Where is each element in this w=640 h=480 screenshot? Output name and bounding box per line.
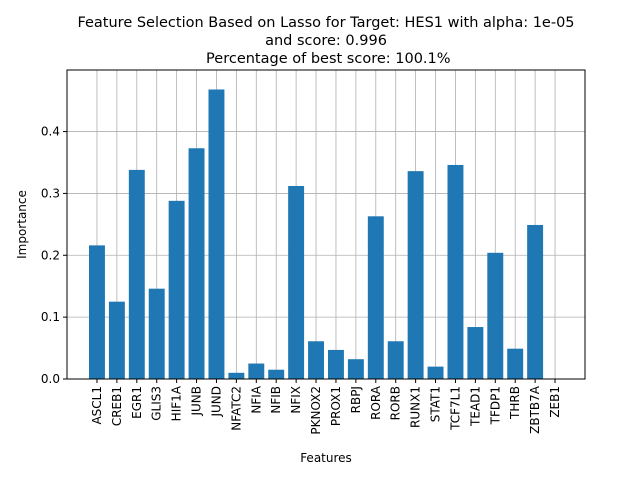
x-tick-label: TFDP1 [488,386,502,425]
x-tick-label: RORB [389,386,403,420]
x-tick-label: TCF7L1 [448,386,462,431]
bar-TFDP1 [487,252,504,379]
bar-JUND [208,89,225,380]
bar-STAT1 [427,366,444,379]
y-axis: 0.0 0.1 0.2 0.3 0.4 [41,125,67,386]
x-tick-label: PROX1 [329,386,343,426]
x-tick-label: NFIB [269,386,283,414]
x-tick-label: NFATC2 [229,386,243,431]
bar-TEAD1 [467,327,484,379]
x-tick-label: NFIX [289,386,303,414]
bar-ZBTB7A [527,224,544,379]
bars [89,89,544,380]
y-axis-label: Importance [15,190,29,259]
x-tick-label: HIF1A [170,385,184,421]
title-line-0: Feature Selection Based on Lasso for Tar… [77,15,574,31]
bar-RORB [387,341,404,379]
bar-TCF7L1 [447,164,464,379]
bar-NFIA [248,363,265,379]
bar-PROX1 [327,349,344,379]
x-tick-label: THRB [508,386,522,420]
bar-ASCL1 [89,245,105,379]
y-tick-label: 0.4 [41,125,60,139]
x-tick-label: RBPJ [349,386,363,413]
x-tick-label: ZEB1 [548,386,562,418]
bar-PKNOX2 [308,341,325,379]
bar-GLIS3 [148,288,165,379]
y-tick-label: 0.3 [41,186,60,200]
x-tick-label: STAT1 [429,386,443,422]
x-tick-label: RORA [369,385,383,420]
x-tick-label: RUNX1 [409,386,423,428]
bar-THRB [507,348,524,379]
bar-HIF1A [168,200,185,379]
y-tick-label: 0.0 [41,372,60,386]
bar-EGR1 [128,169,145,379]
x-tick-label: PKNOX2 [309,386,323,435]
bar-RBPJ [347,359,364,379]
bar-NFIX [288,185,305,379]
bar-NFIB [268,369,285,379]
y-tick-label: 0.1 [41,310,60,324]
bar-RUNX1 [407,171,424,379]
plot-frame [66,69,586,380]
bar-NFATC2 [228,372,245,379]
x-tick-label: GLIS3 [150,386,164,421]
x-tick-label: ZBTB7A [528,385,542,434]
x-axis: ASCL1 CREB1 EGR1 GLIS3 HIF1A JUNB JUND NFATC2 NF… [90,379,562,435]
title-line-1: and score: 0.996 [265,33,387,49]
bar-CREB1 [108,301,125,379]
y-tick-label: 0.2 [41,248,60,262]
bar-RORA [367,216,384,379]
bar-JUNB [188,148,205,379]
x-tick-label: TEAD1 [468,386,482,427]
x-tick-label: NFIA [249,385,263,413]
x-axis-label: Features [300,451,352,465]
x-tick-label: JUND [209,386,223,418]
x-tick-label: ASCL1 [90,386,104,425]
chart-title: Feature Selection Based on Lasso for Tar… [77,15,574,67]
title-line-2: Percentage of best score: 100.1% [201,51,450,67]
x-tick-label: JUNB [190,386,204,417]
x-tick-label: CREB1 [110,386,124,426]
x-tick-label: EGR1 [130,386,144,419]
